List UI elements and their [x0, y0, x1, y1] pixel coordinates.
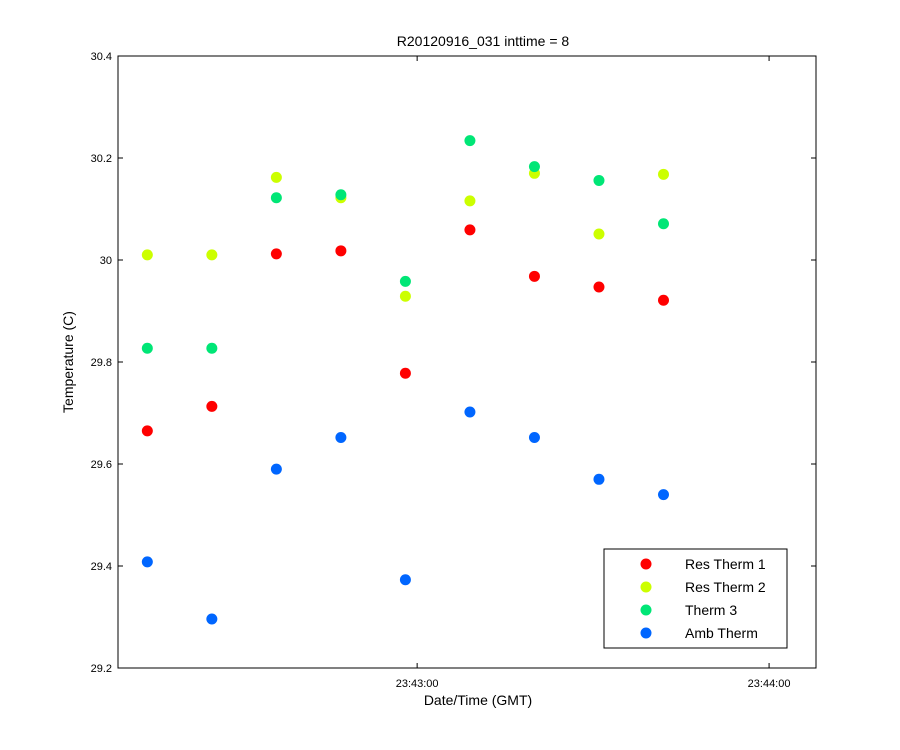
data-point [593, 228, 605, 240]
legend: Res Therm 1 Res Therm 2 Therm 3 Amb Therm [603, 548, 788, 649]
data-point [593, 174, 605, 186]
data-point [335, 245, 347, 257]
y-axis: 29.2 29.4 29.6 29.8 30 30.2 30.4 [91, 51, 816, 675]
data-point [657, 218, 669, 230]
data-point [270, 171, 282, 183]
data-point [206, 400, 218, 412]
legend-label: Therm 3 [685, 602, 737, 618]
data-point [270, 463, 282, 475]
data-point [270, 192, 282, 204]
y-axis-title: Temperature (C) [60, 311, 76, 413]
data-point [528, 161, 540, 173]
chart-title: R20120916_031 inttime = 8 [397, 33, 570, 49]
y-tick-label: 30.4 [91, 51, 112, 63]
y-tick-label: 30 [100, 255, 112, 267]
data-point [657, 489, 669, 501]
data-point [270, 248, 282, 260]
y-tick-label: 29.4 [91, 561, 112, 573]
data-point [528, 431, 540, 443]
data-point [593, 473, 605, 485]
data-point [657, 168, 669, 180]
legend-marker [640, 558, 652, 570]
data-point [464, 224, 476, 236]
legend-label: Res Therm 1 [685, 556, 766, 572]
y-tick-label: 29.2 [91, 663, 112, 675]
x-tick-label: 23:44:00 [748, 678, 791, 690]
data-point [464, 135, 476, 147]
legend-label: Res Therm 2 [685, 579, 766, 595]
x-axis-title: Date/Time (GMT) [424, 692, 532, 708]
x-tick-label: 23:43:00 [396, 678, 439, 690]
data-point [399, 367, 411, 379]
data-point [206, 613, 218, 625]
data-point [464, 195, 476, 207]
series-res-therm-1 [141, 224, 669, 437]
legend-box [603, 548, 788, 649]
legend-label: Amb Therm [685, 625, 758, 641]
data-point [141, 556, 153, 568]
data-point [335, 189, 347, 201]
data-point [335, 431, 347, 443]
series-therm-3 [141, 135, 669, 354]
data-point [206, 342, 218, 354]
data-points [141, 135, 669, 625]
data-point [141, 342, 153, 354]
data-point [657, 294, 669, 306]
data-point [141, 425, 153, 437]
data-point [206, 249, 218, 261]
legend-marker [640, 627, 652, 639]
x-axis: 23:43:00 23:44:00 [396, 56, 791, 690]
legend-marker [640, 581, 652, 593]
data-point [141, 249, 153, 261]
y-tick-label: 29.8 [91, 357, 112, 369]
data-point [399, 290, 411, 302]
data-point [399, 574, 411, 586]
series-amb-therm [141, 406, 669, 625]
data-point [399, 275, 411, 287]
data-point [464, 406, 476, 418]
y-tick-label: 30.2 [91, 153, 112, 165]
y-tick-label: 29.6 [91, 459, 112, 471]
data-point [528, 270, 540, 282]
legend-marker [640, 604, 652, 616]
data-point [593, 281, 605, 293]
